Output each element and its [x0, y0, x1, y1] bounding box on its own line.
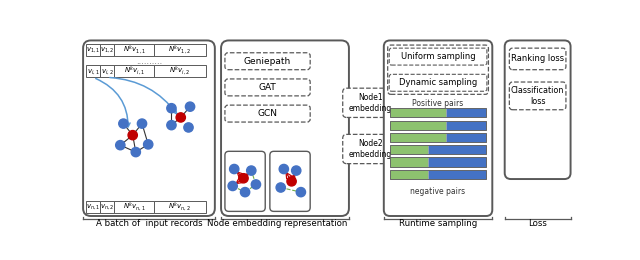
Text: ..........: ..........	[136, 57, 162, 67]
Bar	[428, 170, 486, 179]
FancyBboxPatch shape	[505, 41, 571, 179]
Bar	[114, 43, 154, 56]
Text: $N^k v_{n,1}$: $N^k v_{n,1}$	[123, 201, 146, 213]
Circle shape	[131, 147, 140, 157]
Bar	[114, 201, 154, 213]
Circle shape	[138, 119, 147, 128]
Text: $v_{n,1}$: $v_{n,1}$	[86, 202, 100, 211]
Circle shape	[230, 164, 239, 174]
Circle shape	[228, 181, 237, 191]
FancyBboxPatch shape	[509, 82, 566, 110]
Circle shape	[119, 119, 128, 128]
Circle shape	[276, 183, 285, 192]
Circle shape	[239, 174, 248, 183]
Bar	[445, 133, 486, 142]
Text: Classification
loss: Classification loss	[511, 86, 564, 106]
Text: Uniform sampling: Uniform sampling	[401, 52, 476, 61]
FancyBboxPatch shape	[509, 48, 566, 70]
Bar	[86, 65, 100, 77]
Text: Loss: Loss	[528, 219, 547, 228]
Bar	[445, 108, 486, 118]
FancyBboxPatch shape	[343, 88, 399, 118]
Text: $N^k v_{i,2}$: $N^k v_{i,2}$	[169, 65, 191, 77]
FancyBboxPatch shape	[225, 79, 310, 96]
Circle shape	[186, 102, 195, 111]
Bar	[390, 108, 486, 118]
Bar	[428, 158, 486, 167]
Circle shape	[167, 121, 176, 130]
Circle shape	[292, 166, 301, 175]
Bar	[445, 121, 486, 130]
Bar	[154, 65, 205, 77]
Circle shape	[246, 166, 256, 175]
Bar	[100, 43, 114, 56]
Text: $v_{1,2}$: $v_{1,2}$	[100, 45, 115, 54]
FancyBboxPatch shape	[389, 48, 487, 65]
Circle shape	[252, 180, 260, 189]
Bar	[390, 121, 445, 130]
Text: Dynamic sampling: Dynamic sampling	[399, 78, 477, 87]
Bar	[428, 145, 486, 154]
FancyBboxPatch shape	[83, 41, 215, 216]
Text: $N^k v_{i,1}$: $N^k v_{i,1}$	[124, 65, 145, 77]
Text: Runtime sampling: Runtime sampling	[399, 219, 477, 228]
Bar	[390, 158, 428, 167]
Text: Geniepath: Geniepath	[244, 57, 291, 66]
Circle shape	[296, 187, 305, 197]
Circle shape	[128, 131, 138, 140]
FancyBboxPatch shape	[225, 151, 265, 211]
Bar	[390, 121, 486, 130]
Circle shape	[116, 141, 125, 150]
Bar	[114, 65, 154, 77]
Bar	[100, 65, 114, 77]
Text: Node embedding representation: Node embedding representation	[207, 219, 348, 228]
Circle shape	[279, 164, 289, 174]
Bar	[86, 43, 100, 56]
Text: $v_{i,1}$: $v_{i,1}$	[87, 67, 99, 76]
Text: negative pairs: negative pairs	[410, 187, 466, 196]
Text: $v_{1,1}$: $v_{1,1}$	[86, 45, 100, 54]
Bar	[390, 108, 445, 118]
Circle shape	[176, 113, 186, 122]
Text: $v_{n,2}$: $v_{n,2}$	[100, 202, 115, 211]
FancyBboxPatch shape	[343, 134, 399, 164]
Text: GCN: GCN	[257, 109, 278, 118]
Bar	[390, 133, 445, 142]
Circle shape	[287, 177, 296, 186]
FancyArrowPatch shape	[110, 77, 177, 114]
Circle shape	[167, 103, 176, 113]
FancyBboxPatch shape	[384, 41, 492, 216]
Bar	[390, 133, 486, 142]
FancyArrowPatch shape	[96, 79, 130, 127]
FancyBboxPatch shape	[221, 41, 349, 216]
FancyBboxPatch shape	[225, 53, 310, 70]
Bar	[390, 145, 486, 154]
Text: $N^k v_{n,2}$: $N^k v_{n,2}$	[168, 201, 191, 213]
Bar	[390, 170, 428, 179]
Text: $v_{i,2}$: $v_{i,2}$	[100, 67, 113, 76]
Circle shape	[241, 187, 250, 197]
Circle shape	[143, 140, 153, 149]
FancyBboxPatch shape	[388, 45, 488, 94]
Text: $N^k v_{1,2}$: $N^k v_{1,2}$	[168, 43, 191, 56]
FancyBboxPatch shape	[225, 105, 310, 122]
Text: $N^k v_{1,1}$: $N^k v_{1,1}$	[123, 43, 146, 56]
FancyBboxPatch shape	[389, 74, 487, 91]
Bar	[100, 201, 114, 213]
Text: Node2
embedding: Node2 embedding	[349, 139, 392, 159]
Text: A batch of  input records: A batch of input records	[95, 219, 202, 228]
Bar	[390, 145, 428, 154]
Bar	[154, 201, 205, 213]
Text: Positive pairs: Positive pairs	[412, 99, 463, 108]
Text: Ranking loss: Ranking loss	[511, 54, 564, 63]
Text: GAT: GAT	[259, 83, 276, 92]
FancyBboxPatch shape	[270, 151, 310, 211]
Circle shape	[184, 123, 193, 132]
Bar	[154, 43, 205, 56]
Bar	[86, 201, 100, 213]
Bar	[390, 170, 486, 179]
Bar	[390, 158, 486, 167]
Text: Node1
embedding: Node1 embedding	[349, 93, 392, 113]
